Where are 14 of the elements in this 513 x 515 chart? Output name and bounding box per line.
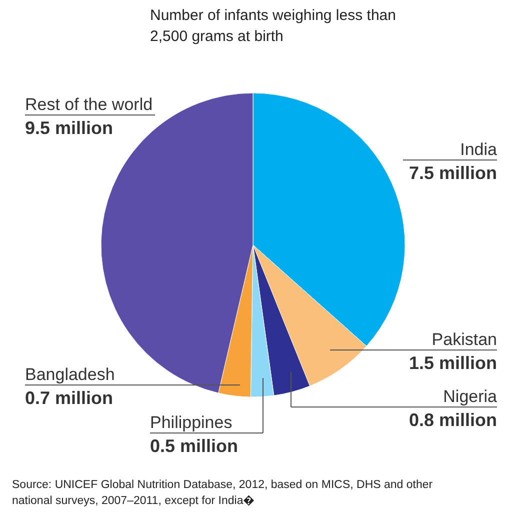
chart-title: Number of infants weighing less than 2,500 grams at birth: [150, 7, 396, 45]
slice-label: India: [460, 140, 498, 159]
data-label: 7.5 million: [408, 163, 497, 183]
data-label: 0.7 million: [25, 388, 114, 408]
data-label: 0.8 million: [408, 410, 497, 430]
slice-label: Philippines: [150, 413, 232, 432]
slice-label: Bangladesh: [25, 365, 115, 384]
source-note: Source: UNICEF Global Nutrition Database, 2012, based on MICS, DHS and other national surveys, 2007–2011, except for India�: [12, 479, 433, 507]
slice-label: Nigeria: [443, 387, 498, 406]
slice-label: Rest of the world: [25, 95, 153, 114]
data-label: 0.5 million: [150, 436, 238, 456]
data-label: 9.5 million: [25, 118, 114, 138]
slice-label: Pakistan: [432, 330, 497, 349]
data-label: 1.5 million: [408, 353, 497, 373]
